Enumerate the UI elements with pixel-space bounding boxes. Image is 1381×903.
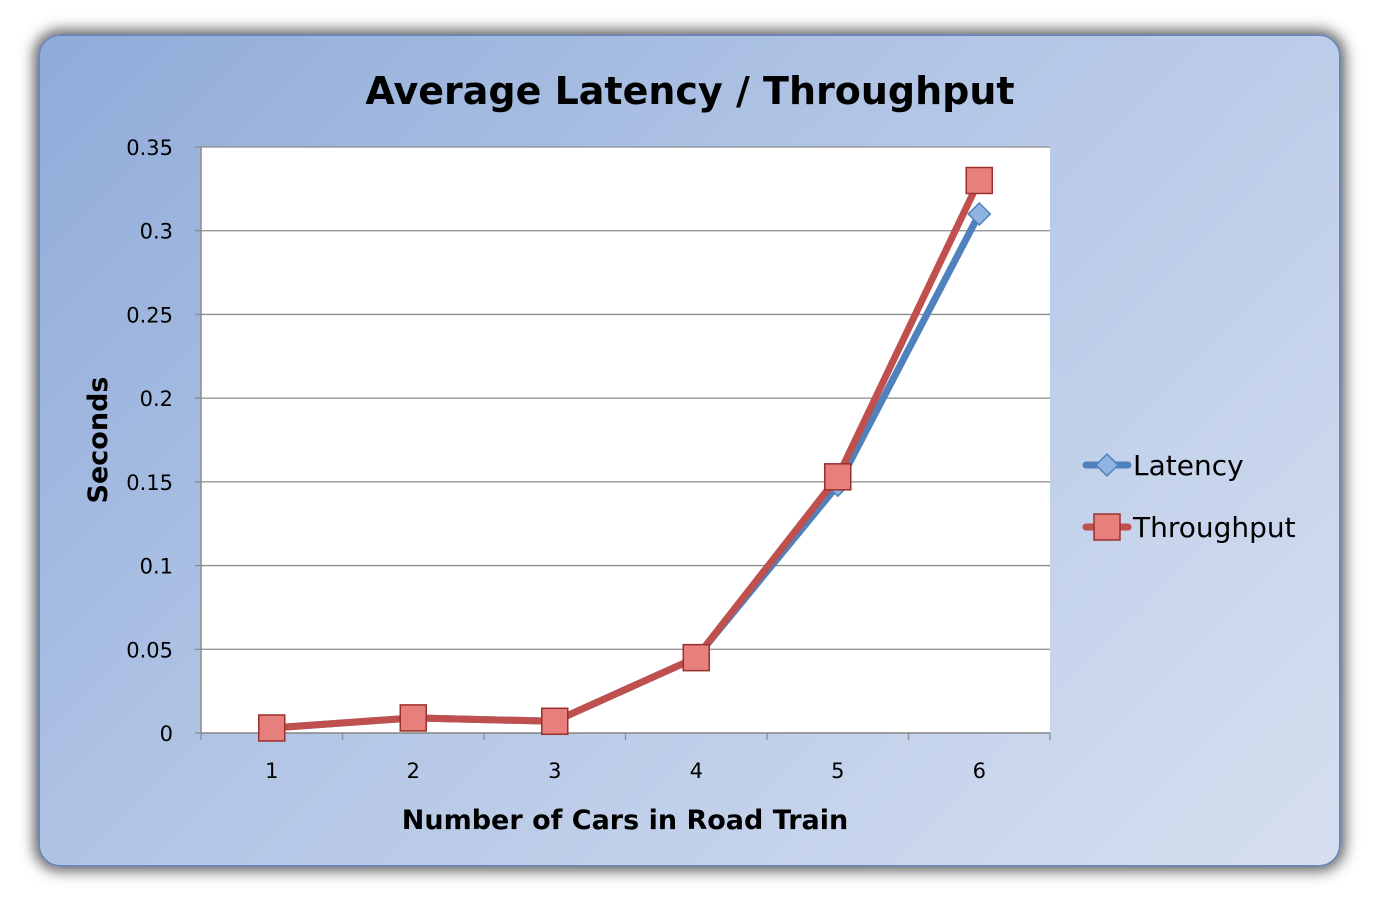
- legend-marker: [1094, 452, 1120, 478]
- y-tick-label: 0.2: [140, 387, 173, 411]
- y-tick-label: 0.3: [140, 220, 173, 244]
- y-tick-label: 0.25: [126, 303, 173, 327]
- x-tick-label: 3: [548, 759, 561, 783]
- axes: [200, 147, 1051, 740]
- plot-area: [201, 147, 1050, 733]
- legend-marker: [1093, 513, 1121, 541]
- series-line: [268, 176, 983, 732]
- legend: Latency Throughput: [1082, 449, 1296, 544]
- x-tick-label: 4: [690, 759, 703, 783]
- legend-item: Latency: [1082, 449, 1244, 482]
- x-tick-label: 6: [973, 759, 986, 783]
- y-axis-title: Seconds: [83, 377, 114, 504]
- data-point: [965, 166, 993, 195]
- x-tick-label: 1: [265, 759, 278, 783]
- legend-label: Throughput: [1132, 511, 1296, 544]
- x-tick-label: 5: [831, 759, 844, 783]
- y-tick-label: 0.15: [126, 471, 173, 495]
- data-point: [824, 463, 852, 491]
- data-point: [967, 201, 992, 227]
- data-point: [258, 714, 286, 742]
- data-point: [682, 643, 710, 672]
- y-tick-label: 0.35: [126, 136, 173, 160]
- y-tick-label: 0.1: [140, 555, 173, 579]
- x-tick-label: 2: [407, 759, 420, 783]
- data-point: [541, 707, 569, 736]
- series-group: [258, 166, 993, 742]
- chart-title: Average Latency / Throughput: [365, 69, 1014, 113]
- y-tick-label: 0.05: [126, 638, 173, 662]
- legend-item: Throughput: [1082, 511, 1296, 544]
- y-tick-label: 0: [160, 722, 173, 746]
- x-tick-labels: 1 2 3 4 5 6: [265, 759, 986, 783]
- legend-label: Latency: [1133, 449, 1244, 482]
- series-throughput: [258, 166, 993, 742]
- x-axis-title: Number of Cars in Road Train: [402, 805, 848, 836]
- y-tick-labels: 0 0.05 0.1 0.15 0.2 0.25 0.3 0.35: [126, 136, 173, 746]
- data-point: [399, 704, 427, 732]
